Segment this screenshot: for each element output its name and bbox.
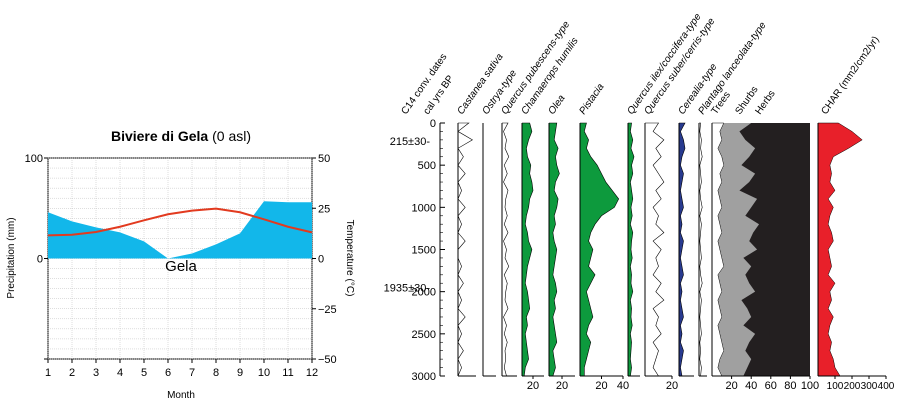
char-x-tick-label: 400 — [878, 381, 895, 392]
climate-x-tick-label: 4 — [117, 367, 123, 379]
age-axis-tick-label: 2000 — [412, 287, 436, 299]
taxon-x-tick-label: 20 — [527, 380, 539, 392]
shrubs-area — [712, 123, 760, 376]
taxon-panel: 20 40 Pistacia — [577, 81, 629, 392]
climate-x-axis-label: Month — [167, 390, 195, 401]
charcoal-panel: 100 200 300 400 CHAR (mm2/cm2/yr) — [817, 34, 895, 392]
taxon-curve-fill — [549, 123, 560, 376]
char-x-tick-label: 100 — [827, 381, 844, 392]
taxon-curve — [502, 122, 510, 377]
taxon-curve — [699, 122, 703, 377]
age-axis-tick-label: 0 — [430, 118, 436, 130]
age-axis-tick-label: 1500 — [412, 245, 436, 257]
precipitation-area — [48, 201, 312, 259]
climate-x-ticks: 1 2 3 4 5 6 7 8 9 10 11 12 — [45, 359, 318, 379]
sum-x-tick-label: 80 — [784, 380, 796, 392]
taxon-curve — [549, 122, 560, 377]
taxon-x-tick-label: 20 — [556, 380, 568, 392]
sum-x-tick-label: 100 — [801, 380, 819, 392]
station-label: Gela — [165, 258, 197, 275]
char-x-tick-label: 200 — [844, 381, 861, 392]
climate-y2-tick-label: 50 — [318, 153, 330, 165]
char-panel-name: CHAR (mm2/cm2/yr) — [819, 34, 881, 116]
c14-date-label: 1935±30- — [384, 282, 431, 294]
age-axis-tick-label: 500 — [418, 160, 436, 172]
age-axis: 0 500 1000 1500 2000 2500 3000 — [412, 118, 445, 383]
taxon-curve — [457, 122, 473, 377]
taxon-curve — [679, 122, 686, 377]
climate-title-bold: Biviere di Gela — [111, 128, 208, 144]
climate-diagram: Biviere di Gela (0 asl) 1 2 3 4 5 6 7 8 9 10 11 12 … — [6, 128, 355, 401]
climate-y2-tick-label: 25 — [318, 203, 330, 215]
taxon-curve-fill — [580, 123, 619, 376]
climate-y2-ticks: −50 −25 0 25 50 — [312, 153, 337, 366]
taxon-name: Pistacia — [577, 81, 606, 116]
taxon-curve-fill — [522, 123, 533, 376]
char-x-tick-label: 300 — [861, 381, 878, 392]
climate-y2-tick-label: 0 — [318, 254, 324, 266]
taxon-x-tick-label: 40 — [617, 380, 629, 392]
char-area — [817, 122, 863, 377]
climate-title: Biviere di Gela (0 asl) — [111, 128, 251, 144]
age-axis-tick-label: 1000 — [412, 202, 436, 214]
c14-date-labels: 215±30- 1935±30- — [384, 136, 431, 294]
sum-x-tick-label: 20 — [725, 380, 737, 392]
climate-y2-tick-label: −25 — [318, 304, 337, 316]
taxon-panel: 20 Olea — [546, 93, 575, 392]
climate-x-tick-label: 7 — [189, 367, 195, 379]
taxon-curve — [522, 122, 534, 377]
taxon-x-tick-label: 20 — [595, 380, 607, 392]
climate-x-tick-label: 8 — [213, 367, 219, 379]
climate-x-tick-label: 12 — [306, 367, 318, 379]
climate-x-tick-label: 5 — [141, 367, 147, 379]
taxon-curve — [628, 122, 635, 377]
climate-y-tick-label: 100 — [25, 153, 43, 165]
climate-y-axis-label: Precipitation (mm) — [6, 217, 17, 298]
climate-y2-axis-label: Temperature (°C) — [344, 220, 355, 297]
taxon-name: Olea — [546, 93, 567, 117]
climate-y-tick-label: 0 — [37, 254, 43, 266]
taxon-x-tick-label: 20 — [666, 380, 678, 392]
temperature-line — [47, 207, 313, 237]
climate-title-rest: (0 asl) — [208, 128, 251, 144]
taxon-curve — [645, 122, 665, 377]
pollen-diagram: C14 conv. dates cal yrs BP 215±30-1935±3… — [384, 11, 895, 392]
climate-x-tick-label: 3 — [93, 367, 99, 379]
taxon-panel: Quercus ilex/coccifera-type — [625, 11, 704, 377]
trees-area — [711, 122, 725, 377]
c14-date-label: 215±30- — [390, 136, 431, 148]
climate-x-tick-label: 10 — [258, 367, 270, 379]
climate-x-tick-label: 6 — [165, 367, 171, 379]
climate-x-tick-label: 9 — [237, 367, 243, 379]
age-axis-tick-label: 3000 — [412, 371, 436, 383]
sum-x-tick-label: 40 — [745, 380, 757, 392]
taxon-panel: Ostrya-type — [480, 68, 519, 377]
taxon-curve — [580, 122, 620, 376]
climate-x-tick-label: 2 — [69, 367, 75, 379]
climate-y2-tick-label: −50 — [318, 354, 337, 366]
climate-y-ticks: 0 100 — [25, 153, 48, 360]
climate-x-tick-label: 11 — [282, 367, 293, 379]
climate-x-tick-label: 1 — [45, 367, 51, 379]
sum-x-tick-label: 60 — [765, 380, 777, 392]
age-axis-tick-label: 2500 — [412, 329, 436, 341]
